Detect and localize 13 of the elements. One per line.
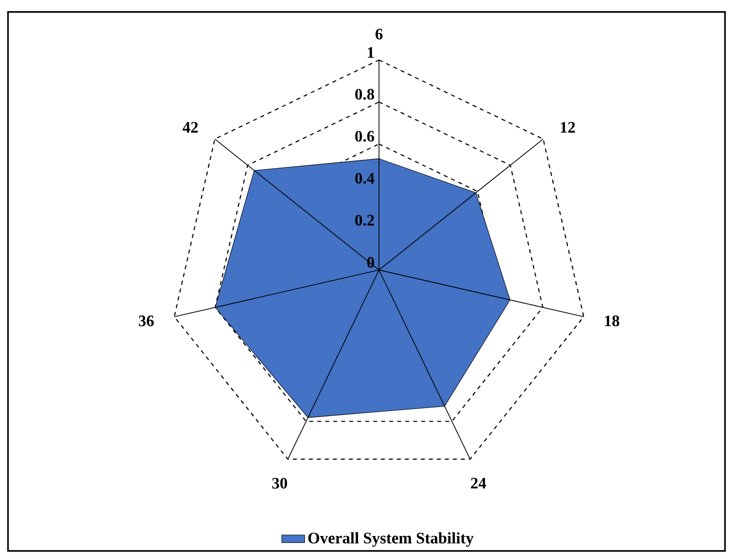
spoke-label: 18 [605,316,620,326]
y-tick-label: 0.8 [355,88,374,100]
spoke-label: 42 [182,122,198,133]
spoke-label: 36 [138,316,154,326]
spoke-label: 24 [470,478,486,488]
spoke-label: 12 [560,122,575,133]
y-tick-label: 0.4 [355,172,374,184]
y-tick-label: 0.6 [355,130,374,142]
legend-label: Overall System Stability [308,532,474,547]
spoke-label: 6 [376,28,383,40]
y-tick-label: 0.2 [355,214,374,226]
spoke-label: 30 [272,478,288,489]
y-tick-label: 1 [368,47,374,58]
